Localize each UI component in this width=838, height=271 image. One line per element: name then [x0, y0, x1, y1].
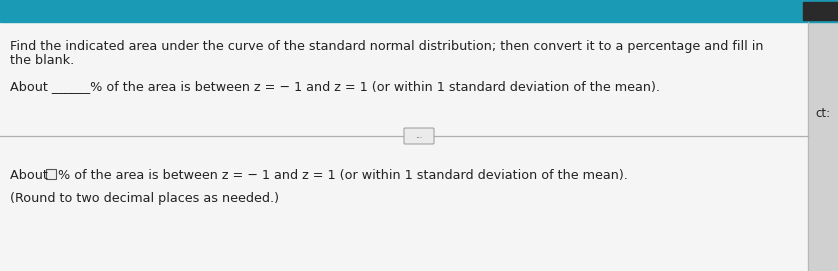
FancyBboxPatch shape [404, 128, 434, 144]
Text: % of the area is between z = − 1 and z = 1 (or within 1 standard deviation of th: % of the area is between z = − 1 and z =… [58, 169, 628, 182]
Text: Find the indicated area under the curve of the standard normal distribution; the: Find the indicated area under the curve … [10, 40, 763, 53]
Text: (Round to two decimal places as needed.): (Round to two decimal places as needed.) [10, 192, 279, 205]
Bar [803, 2, 838, 20]
Bar [808, 22, 838, 271]
Text: About: About [10, 169, 52, 182]
Text: ct:: ct: [815, 107, 830, 120]
Bar [46, 169, 56, 179]
Text: ...: ... [416, 131, 422, 140]
Bar [0, 0, 838, 22]
Text: About ______% of the area is between z = − 1 and z = 1 (or within 1 standard dev: About ______% of the area is between z =… [10, 80, 660, 93]
Text: the blank.: the blank. [10, 54, 75, 67]
